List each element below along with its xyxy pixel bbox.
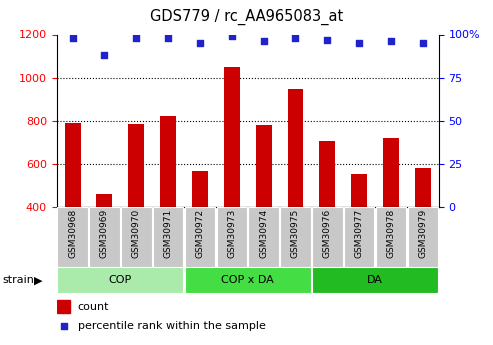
Bar xyxy=(121,207,151,267)
Point xyxy=(355,40,363,46)
Bar xyxy=(280,207,311,267)
Point xyxy=(60,324,68,329)
Bar xyxy=(65,123,80,207)
Point xyxy=(228,33,236,39)
Bar xyxy=(248,207,279,267)
Text: GSM30973: GSM30973 xyxy=(227,209,236,258)
Bar xyxy=(57,207,88,267)
Bar xyxy=(57,267,183,293)
Bar xyxy=(57,300,70,313)
Point xyxy=(196,40,204,46)
Bar xyxy=(185,267,311,293)
Bar xyxy=(312,267,438,293)
Text: GDS779 / rc_AA965083_at: GDS779 / rc_AA965083_at xyxy=(150,9,343,25)
Bar xyxy=(185,207,215,267)
Text: percentile rank within the sample: percentile rank within the sample xyxy=(78,321,266,331)
Text: DA: DA xyxy=(367,275,383,285)
Bar xyxy=(224,67,240,207)
Text: GSM30976: GSM30976 xyxy=(323,209,332,258)
Text: GSM30979: GSM30979 xyxy=(419,209,427,258)
Text: GSM30978: GSM30978 xyxy=(387,209,395,258)
Text: GSM30972: GSM30972 xyxy=(195,209,205,258)
Bar xyxy=(153,207,183,267)
Point xyxy=(132,35,140,41)
Bar xyxy=(415,168,431,207)
Point xyxy=(260,39,268,44)
Text: GSM30974: GSM30974 xyxy=(259,209,268,258)
Bar xyxy=(383,138,399,207)
Point xyxy=(387,39,395,44)
Bar xyxy=(287,89,304,207)
Bar xyxy=(97,194,112,207)
Text: GSM30971: GSM30971 xyxy=(164,209,173,258)
Text: strain: strain xyxy=(2,275,35,285)
Bar xyxy=(192,171,208,207)
Bar xyxy=(351,174,367,207)
Bar xyxy=(376,207,406,267)
Bar xyxy=(256,125,272,207)
Point xyxy=(323,37,331,42)
Bar xyxy=(408,207,438,267)
Text: GSM30970: GSM30970 xyxy=(132,209,141,258)
Bar xyxy=(319,141,335,207)
Text: COP: COP xyxy=(109,275,132,285)
Text: GSM30968: GSM30968 xyxy=(68,209,77,258)
Text: count: count xyxy=(78,302,109,312)
Text: GSM30975: GSM30975 xyxy=(291,209,300,258)
Bar xyxy=(128,124,144,207)
Point xyxy=(69,35,76,41)
Bar xyxy=(216,207,247,267)
Bar xyxy=(160,117,176,207)
Text: COP x DA: COP x DA xyxy=(221,275,274,285)
Point xyxy=(164,35,172,41)
Bar xyxy=(89,207,120,267)
Text: ▶: ▶ xyxy=(34,275,42,285)
Text: GSM30977: GSM30977 xyxy=(354,209,364,258)
Point xyxy=(419,40,427,46)
Bar xyxy=(312,207,343,267)
Bar xyxy=(344,207,375,267)
Point xyxy=(101,52,108,58)
Text: GSM30969: GSM30969 xyxy=(100,209,109,258)
Point xyxy=(291,35,299,41)
